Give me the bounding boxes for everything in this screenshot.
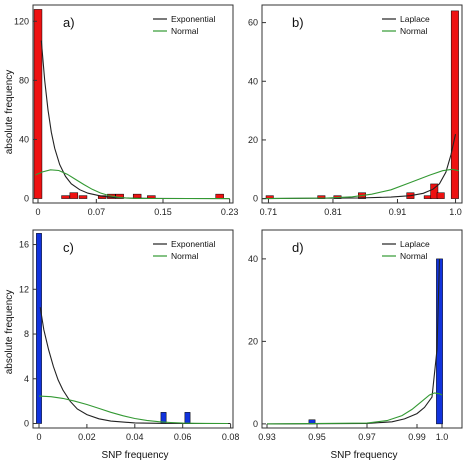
curve-normal-b <box>261 168 459 200</box>
x-tick-label-c-4: 0.08 <box>222 432 240 442</box>
plot-frame-c <box>32 229 234 429</box>
y-tick-label-c-3: 12 <box>19 284 29 294</box>
x-tick-label-d-0: 0.93 <box>258 432 276 442</box>
y-tick-label-a-0: 0 <box>24 194 29 204</box>
y-tick-label-a-1: 40 <box>19 134 29 144</box>
y-tick-label-c-0: 0 <box>24 419 29 429</box>
curve-exponential-a <box>40 40 230 200</box>
bar-a-1 <box>61 195 70 199</box>
x-tick-label-c-0: 0 <box>36 432 41 442</box>
x-tick-label-a-0: 0 <box>35 207 40 217</box>
x-tick-label-d-3: 0.99 <box>408 432 426 442</box>
legend-label-normal-d: Normal <box>400 251 428 261</box>
legend-label-exponential-a: Exponential <box>171 14 216 24</box>
bar-b-7 <box>436 192 445 199</box>
x-tick-label-c-1: 0.02 <box>78 432 96 442</box>
bar-a-0 <box>33 9 43 199</box>
y-tick-label-d-1: 20 <box>248 336 258 346</box>
y-tick-label-c-1: 4 <box>24 374 29 384</box>
bar-a-9 <box>215 193 224 199</box>
y-tick-label-a-2: 80 <box>19 75 29 85</box>
y-axis-title-bottom: absolute frequency <box>4 290 15 375</box>
y-tick-label-d-2: 40 <box>248 254 258 264</box>
y-tick-label-a-3: 120 <box>14 16 29 26</box>
bar-a-3 <box>78 195 88 199</box>
x-axis-title-left: SNP frequency <box>101 450 168 461</box>
y-tick-label-c-4: 16 <box>19 240 29 250</box>
y-tick-label-b-0: 0 <box>253 194 258 204</box>
plot-frame-b <box>261 4 463 204</box>
legend-label-normal-c: Normal <box>171 251 199 261</box>
panel-label-a: a) <box>63 15 75 30</box>
x-tick-label-b-0: 0.71 <box>260 207 278 217</box>
y-tick-label-d-0: 0 <box>253 419 258 429</box>
legend-label-normal-b: Normal <box>400 26 428 36</box>
curve-exponential-c <box>39 307 231 425</box>
x-tick-label-b-3: 1.0 <box>449 207 462 217</box>
x-tick-label-b-2: 0.91 <box>389 207 407 217</box>
bar-b-6 <box>430 183 439 199</box>
panel-label-b: b) <box>292 15 304 30</box>
x-tick-label-d-2: 0.97 <box>358 432 376 442</box>
curve-normal-a <box>35 169 230 200</box>
curve-laplace-b <box>261 133 457 200</box>
panel-b: 0.71 0.81 0.91 1.0 0 20 40 60 b) Laplace Normal <box>248 4 463 217</box>
bar-c-2 <box>184 412 191 424</box>
panel-label-d: d) <box>292 240 304 255</box>
panel-a: 0 0.07 0.15 0.23 0 40 80 120 a) Exponential Normal <box>14 4 239 217</box>
y-tick-label-b-3: 60 <box>248 18 258 28</box>
plot-frame-a <box>32 4 234 204</box>
legend-label-laplace-d: Laplace <box>400 239 430 249</box>
curve-normal-d <box>266 392 443 425</box>
x-tick-label-d-4: 1.0 <box>436 432 449 442</box>
curve-normal-c <box>38 395 229 425</box>
bar-d-1 <box>436 258 443 425</box>
y-tick-label-b-1: 20 <box>248 135 258 145</box>
x-tick-label-a-3: 0.23 <box>221 207 239 217</box>
legend-label-laplace-b: Laplace <box>400 14 430 24</box>
panel-label-c: c) <box>63 240 74 255</box>
bar-c-0 <box>36 233 42 424</box>
x-axis-title-right: SNP frequency <box>330 450 397 461</box>
legend-label-normal-a: Normal <box>171 26 199 36</box>
bar-a-2 <box>69 192 79 199</box>
panel-c: 0 0.02 0.04 0.06 0.08 0 4 8 12 16 c) Exponential Nor… <box>19 229 240 442</box>
curve-laplace-d <box>266 258 441 425</box>
y-axis-title-top: absolute frequency <box>4 70 15 155</box>
x-tick-label-c-2: 0.04 <box>126 432 144 442</box>
y-tick-label-b-2: 40 <box>248 76 258 86</box>
x-tick-label-c-3: 0.06 <box>174 432 192 442</box>
panel-d: 0.93 0.95 0.97 0.99 1.0 0 20 40 d) Laplace Normal <box>248 229 463 442</box>
legend-label-exponential-c: Exponential <box>171 239 216 249</box>
x-tick-label-a-1: 0.07 <box>88 207 106 217</box>
y-tick-label-c-2: 8 <box>24 329 29 339</box>
x-tick-label-a-2: 0.15 <box>154 207 172 217</box>
plot-frame-d <box>261 229 463 429</box>
x-tick-label-b-1: 0.81 <box>324 207 342 217</box>
x-tick-label-d-1: 0.95 <box>308 432 326 442</box>
bar-b-8 <box>450 10 459 199</box>
